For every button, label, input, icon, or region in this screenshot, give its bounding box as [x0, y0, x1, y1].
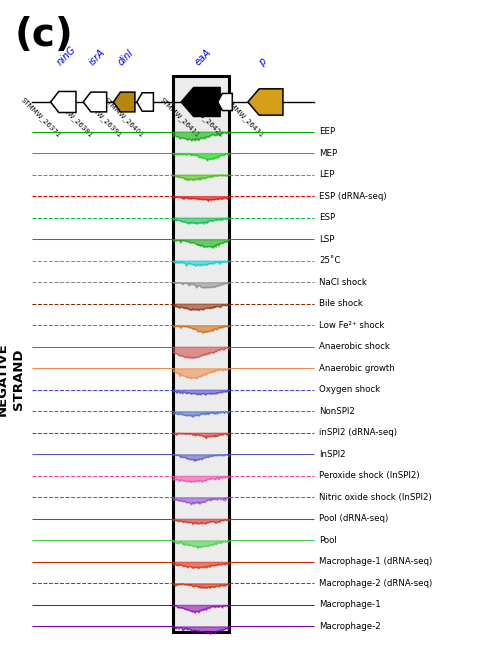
- Text: Macrophage-1: Macrophage-1: [319, 600, 381, 609]
- Text: STMMW_26391: STMMW_26391: [81, 96, 123, 138]
- Text: Bile shock: Bile shock: [319, 299, 363, 308]
- Text: Nitric oxide shock (InSPI2): Nitric oxide shock (InSPI2): [319, 493, 432, 502]
- Text: STMMW_26411: STMMW_26411: [158, 96, 201, 138]
- Text: eaA: eaA: [192, 47, 213, 68]
- Text: EEP: EEP: [319, 127, 335, 136]
- Text: NonSPI2: NonSPI2: [319, 407, 355, 416]
- Polygon shape: [218, 93, 232, 111]
- Text: (c): (c): [15, 16, 74, 55]
- Text: STMMW_26381: STMMW_26381: [52, 96, 94, 138]
- Polygon shape: [83, 92, 107, 112]
- Text: Low Fe²⁺ shock: Low Fe²⁺ shock: [319, 320, 384, 330]
- Polygon shape: [51, 91, 76, 113]
- Text: STMMW_26401: STMMW_26401: [103, 96, 145, 138]
- Polygon shape: [137, 93, 153, 111]
- Text: NaCl shock: NaCl shock: [319, 278, 367, 287]
- Polygon shape: [248, 89, 283, 115]
- Text: NEGATIVE
STRAND: NEGATIVE STRAND: [0, 342, 25, 416]
- Text: Pool: Pool: [319, 536, 337, 545]
- Text: Anaerobic growth: Anaerobic growth: [319, 364, 395, 372]
- Text: isrA: isrA: [87, 47, 107, 68]
- Text: MEP: MEP: [319, 149, 337, 158]
- Text: Macrophage-1 (dRNA-seq): Macrophage-1 (dRNA-seq): [319, 557, 432, 567]
- Polygon shape: [181, 88, 220, 116]
- Text: Anaerobic shock: Anaerobic shock: [319, 342, 390, 351]
- Text: p: p: [257, 57, 269, 68]
- Text: STMMW_26421: STMMW_26421: [183, 96, 225, 138]
- Text: inSPI2 (dRNA-seq): inSPI2 (dRNA-seq): [319, 428, 397, 438]
- Bar: [173, 76, 229, 632]
- Text: InSPI2: InSPI2: [319, 450, 346, 459]
- Text: STMMW_26431: STMMW_26431: [223, 96, 265, 138]
- Text: dinI: dinI: [116, 48, 136, 68]
- Text: ninG: ninG: [55, 45, 78, 68]
- Text: 25˚C: 25˚C: [319, 256, 340, 265]
- Text: LSP: LSP: [319, 235, 335, 243]
- Text: ESP (dRNA-seq): ESP (dRNA-seq): [319, 191, 387, 201]
- Text: Peroxide shock (InSPI2): Peroxide shock (InSPI2): [319, 471, 420, 480]
- Text: STMMW_26371: STMMW_26371: [20, 96, 62, 138]
- Text: Macrophage-2: Macrophage-2: [319, 622, 381, 631]
- Text: Macrophage-2 (dRNA-seq): Macrophage-2 (dRNA-seq): [319, 579, 432, 588]
- Text: ESP: ESP: [319, 213, 335, 222]
- Text: LEP: LEP: [319, 170, 335, 179]
- Text: Oxygen shock: Oxygen shock: [319, 386, 380, 394]
- Polygon shape: [113, 92, 135, 112]
- Text: Pool (dRNA-seq): Pool (dRNA-seq): [319, 515, 388, 523]
